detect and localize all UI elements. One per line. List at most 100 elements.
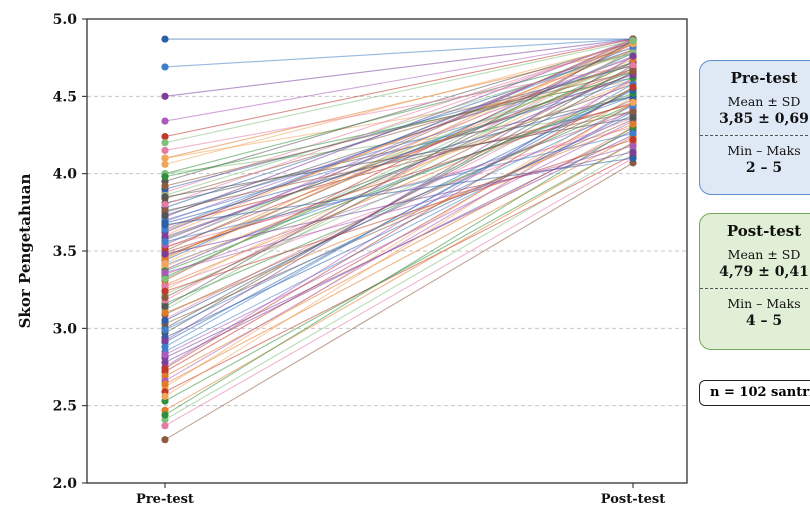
pair-line	[164, 38, 634, 97]
pre-test-mean-value: 3,85 ± 0,69	[719, 111, 809, 127]
pre-test-point	[161, 358, 169, 366]
pre-test-divider	[700, 135, 810, 136]
pair-line	[164, 111, 634, 212]
pre-test-point	[161, 259, 169, 267]
pair-line	[164, 52, 634, 175]
data-points	[161, 35, 637, 444]
pair-line	[164, 132, 634, 243]
pre-test-point	[161, 160, 169, 168]
pre-test-box-title: Pre-test	[730, 69, 798, 87]
pair-line	[164, 145, 634, 274]
pair-line	[164, 154, 634, 393]
pair-line	[164, 40, 634, 246]
pre-test-point	[161, 326, 169, 334]
pre-test-point	[161, 173, 169, 181]
post-test-box-title: Post-test	[726, 222, 802, 240]
pair-line	[164, 64, 634, 334]
pair-line	[164, 40, 634, 206]
pair-line	[164, 40, 634, 308]
pair-line	[164, 111, 634, 275]
pair-line	[164, 77, 634, 178]
pre-test-point	[161, 269, 169, 277]
pre-test-mean-label: Mean ± SD	[727, 94, 801, 109]
pair-line	[164, 151, 634, 255]
pre-test-point	[161, 411, 169, 419]
post-test-point	[629, 142, 637, 150]
pair-line	[164, 41, 634, 182]
pair-line	[164, 41, 634, 260]
pair-line	[164, 142, 634, 402]
y-tick-label: 4.5	[53, 89, 77, 105]
pre-test-point	[161, 132, 169, 141]
pre-test-range-label: Min – Maks	[727, 143, 801, 158]
post-test-range-value: 4 – 5	[745, 313, 783, 329]
post-test-range-label: Min – Maks	[727, 296, 801, 311]
pair-line	[164, 55, 634, 342]
pre-test-point	[161, 221, 169, 229]
pair-line	[164, 123, 634, 314]
pre-test-point	[161, 275, 169, 283]
pre-test-point	[161, 380, 169, 388]
pair-line	[164, 120, 634, 356]
pre-test-point	[161, 201, 169, 209]
pair-line	[164, 43, 634, 165]
pair-line	[164, 95, 634, 224]
pre-test-point	[161, 422, 169, 430]
pre-test-point	[161, 117, 169, 125]
pair-line	[164, 117, 634, 198]
pair-line	[164, 108, 634, 382]
pair-line	[164, 136, 634, 385]
pre-test-point	[161, 436, 169, 444]
y-tick-label: 3.0	[53, 321, 78, 337]
pre-test-point	[161, 317, 169, 325]
pre-test-range-value: 2 – 5	[745, 160, 783, 176]
pair-line	[164, 162, 634, 441]
pre-test-point	[161, 35, 169, 43]
y-tick-label: 5.0	[53, 12, 78, 28]
pair-line	[164, 64, 634, 152]
pre-test-point	[161, 309, 169, 317]
post-test-point	[629, 136, 637, 144]
pair-line	[164, 126, 634, 416]
pair-line	[164, 71, 634, 187]
pre-test-point	[161, 303, 169, 311]
pre-test-point	[161, 337, 169, 345]
pre-test-point	[161, 293, 169, 301]
pre-test-point	[161, 392, 169, 400]
pair-line	[164, 74, 634, 238]
pre-test-point	[161, 211, 169, 220]
pre-test-point	[161, 182, 169, 190]
post-test-point	[629, 61, 637, 69]
pair-line	[164, 43, 634, 264]
x-tick-label: Pre-test	[136, 492, 194, 506]
pre-test-point	[161, 139, 169, 147]
pre-test-point	[161, 154, 169, 162]
pair-line	[164, 101, 634, 254]
post-test-point	[629, 37, 637, 45]
pair-lines	[164, 38, 634, 441]
pair-line	[164, 157, 634, 226]
pair-line	[164, 142, 634, 411]
post-test-point	[629, 83, 637, 91]
post-test-mean-value: 4,79 ± 0,41	[719, 264, 809, 280]
pre-test-point	[161, 238, 169, 246]
y-tick-label: 4.0	[53, 167, 78, 183]
x-tick-label: Post-test	[601, 492, 665, 506]
post-test-point	[629, 98, 637, 107]
pre-test-point	[161, 343, 169, 351]
pre-test-point	[161, 364, 169, 373]
pair-line	[164, 38, 634, 122]
sample-size-badge: n = 102 santri	[699, 380, 810, 406]
pre-test-point	[161, 63, 169, 71]
post-test-point	[629, 108, 637, 116]
pair-line	[164, 95, 634, 388]
pair-line	[164, 89, 634, 322]
post-test-point	[629, 67, 637, 76]
y-axis-ticks: 2.0 2.5 3.0 3.5 4.0 4.5 5.0	[53, 12, 87, 492]
pre-test-point	[161, 287, 169, 295]
y-tick-label: 2.5	[53, 399, 77, 415]
pair-line	[164, 77, 634, 368]
pre-test-stats-box: Pre-test Mean ± SD 3,85 ± 0,69 Min – Mak…	[699, 60, 810, 195]
pre-test-point	[161, 146, 169, 155]
